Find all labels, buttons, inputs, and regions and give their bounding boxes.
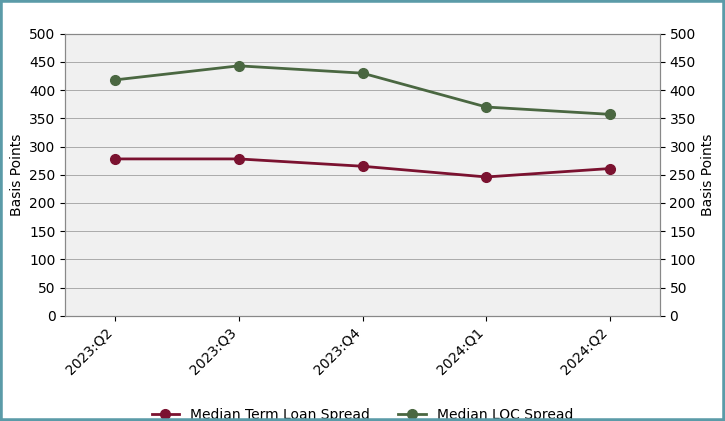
Median LOC Spread: [606, 112, 615, 117]
Median Term Loan Spread: [234, 156, 243, 161]
Median LOC Spread: [482, 104, 491, 109]
Legend: Median Term Loan Spread, Median LOC Spread: Median Term Loan Spread, Median LOC Spre…: [146, 402, 579, 421]
Median Term Loan Spread: [110, 156, 119, 161]
Median Term Loan Spread: [358, 164, 367, 169]
Median Term Loan Spread: [606, 166, 615, 171]
Line: Median LOC Spread: Median LOC Spread: [110, 61, 615, 119]
Line: Median Term Loan Spread: Median Term Loan Spread: [110, 154, 615, 182]
Median LOC Spread: [110, 77, 119, 83]
Median LOC Spread: [234, 63, 243, 68]
Y-axis label: Basis Points: Basis Points: [701, 133, 716, 216]
Y-axis label: Basis Points: Basis Points: [9, 133, 24, 216]
Median Term Loan Spread: [482, 174, 491, 179]
Median LOC Spread: [358, 71, 367, 76]
